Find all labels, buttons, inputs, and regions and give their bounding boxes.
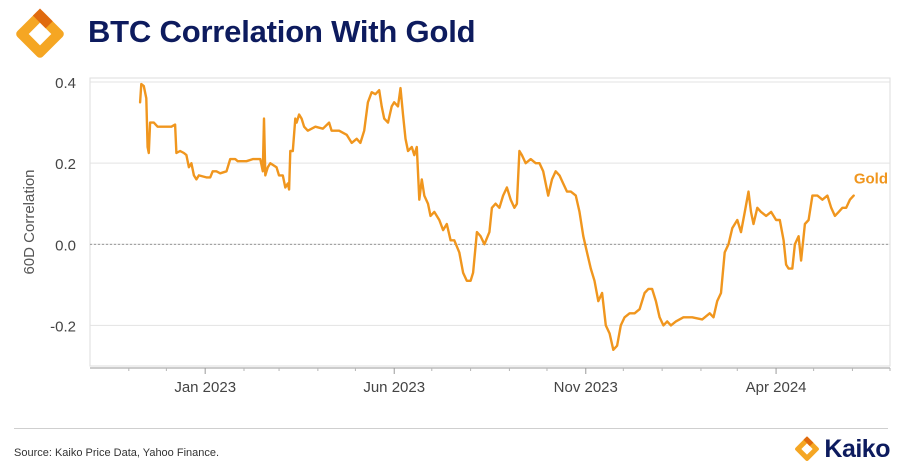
page-title: BTC Correlation With Gold	[88, 14, 476, 49]
plot-frame	[89, 77, 891, 367]
series-line-gold	[138, 82, 855, 351]
y-tick-label: -0.2	[50, 318, 76, 335]
y-axis-label: 60D Correlation	[21, 169, 38, 274]
logo-accent-shape	[32, 8, 53, 29]
y-tick-label: 0.0	[55, 237, 76, 254]
brand-logo: Kaiko	[794, 434, 890, 464]
y-tick-label: 0.2	[55, 156, 76, 173]
x-tick-label: Jun 2023	[363, 379, 425, 396]
x-tick-label: Jan 2023	[174, 379, 236, 396]
x-tick-label: Nov 2023	[554, 379, 618, 396]
axes: 60D Correlation -0.2 0.0 0.2 0.4 Jan 2023 Jun…	[21, 75, 891, 396]
brand-name: Kaiko	[824, 434, 890, 463]
y-tick-label: 0.4	[55, 75, 76, 92]
footer-divider	[14, 428, 888, 429]
series: Gold	[138, 82, 888, 351]
kaiko-logo-icon	[795, 436, 820, 461]
series-label-gold: Gold	[854, 171, 888, 188]
kaiko-logo-icon	[16, 8, 64, 58]
x-tick-label: Apr 2024	[746, 379, 807, 396]
grid	[89, 77, 891, 367]
source-note: Source: Kaiko Price Data, Yahoo Finance.	[14, 447, 220, 459]
